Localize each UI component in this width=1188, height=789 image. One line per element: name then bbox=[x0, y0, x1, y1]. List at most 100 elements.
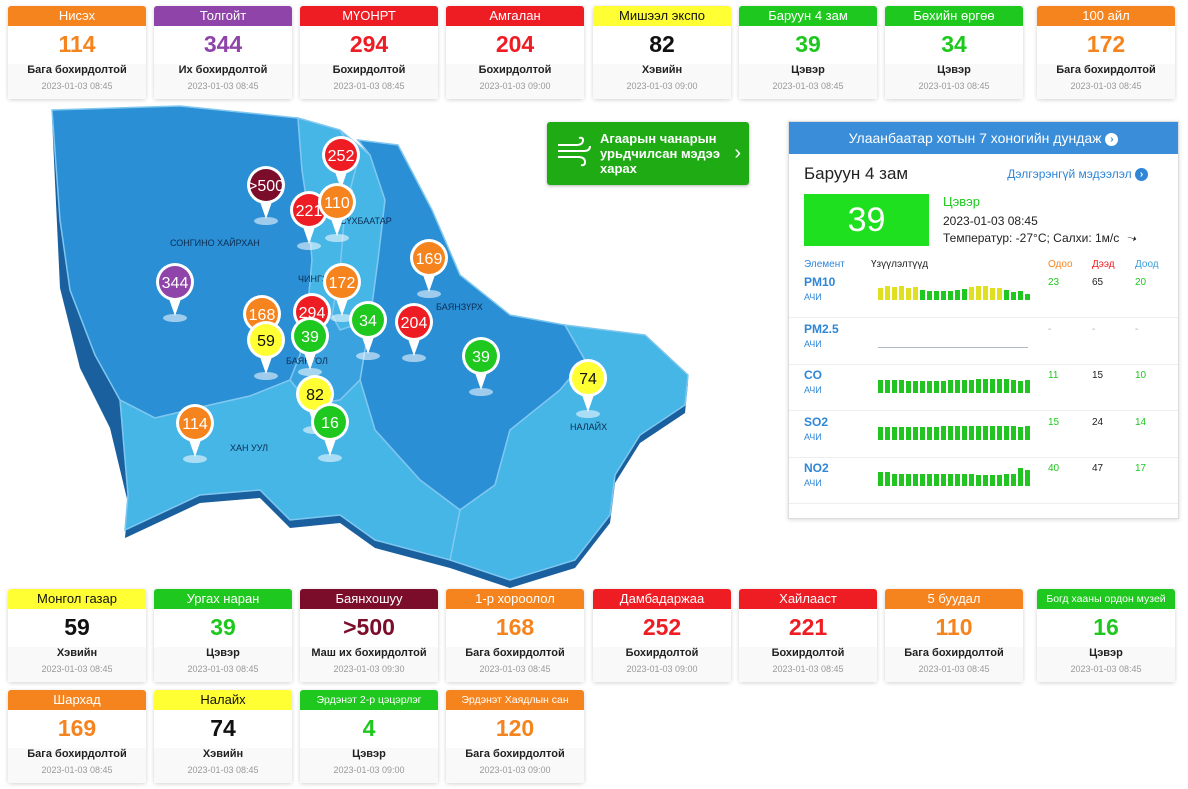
station-card[interactable]: 1-р хороолол 168 Бага бохирдолтой 2023-01-0… bbox=[446, 589, 584, 682]
station-card[interactable]: МҮОНРТ 294 Бохирдолтой 2023-01-03 08:45 bbox=[300, 6, 438, 99]
station-card[interactable]: Эрдэнэт Хаядлын сан 120 Бага бохирдолтой 20… bbox=[446, 690, 584, 783]
element-name: PM2.5 bbox=[804, 322, 839, 336]
map-pin[interactable]: 34 bbox=[349, 301, 387, 360]
aqi-time: 2023-01-03 08:45 bbox=[943, 214, 1038, 228]
station-card[interactable]: 100 айл 172 Бага бохирдолтой 2023-01-03 08:… bbox=[1037, 6, 1175, 99]
pin-circle bbox=[299, 378, 331, 410]
map-pin[interactable]: 39 bbox=[291, 317, 329, 376]
station-card[interactable]: Богд хааны ордон музей 16 Цэвэр 2023-01-03 … bbox=[1037, 589, 1175, 682]
aqi-value: 168 bbox=[495, 614, 535, 640]
station-card[interactable]: Мишээл экспо 82 Хэвийн 2023-01-03 09:00 bbox=[593, 6, 731, 99]
aqi-value: 204 bbox=[495, 31, 535, 57]
aqi-value: 169 bbox=[57, 715, 97, 741]
sparkline-bar bbox=[1018, 381, 1023, 393]
element-unit: АЧИ bbox=[804, 339, 822, 349]
sparkline-bar bbox=[913, 474, 918, 486]
map-pin[interactable]: 172 bbox=[323, 263, 361, 322]
sparkline-bar bbox=[962, 380, 967, 393]
station-card[interactable]: Толгойт 344 Их бохирдолтой 2023-01-03 08:45 bbox=[154, 6, 292, 99]
aqi-value: 82 bbox=[649, 31, 675, 57]
map-pin[interactable]: >500 bbox=[247, 166, 285, 225]
sparkline-bar bbox=[1018, 468, 1023, 486]
sparkline-bar bbox=[1004, 379, 1009, 393]
panel-header-title: Улаанбаатар хотын 7 хоногийн дундаж bbox=[848, 130, 1102, 146]
station-card[interactable]: Бөхийн өргөө 34 Цэвэр 2023-01-03 08:45 bbox=[885, 6, 1023, 99]
station-name: Ургах наран bbox=[154, 589, 292, 609]
sparkline-bar bbox=[976, 379, 981, 393]
timestamp: 2023-01-03 08:45 bbox=[446, 662, 584, 682]
more-info-link[interactable]: Дэлгэрэнгүй мэдээлэл › bbox=[1007, 167, 1148, 182]
station-card[interactable]: Ургах наран 39 Цэвэр 2023-01-03 08:45 bbox=[154, 589, 292, 682]
sparkline-bar bbox=[920, 427, 925, 440]
map-pin[interactable]: 344 bbox=[156, 263, 194, 322]
station-card[interactable]: 5 буудал 110 Бага бохирдолтой 2023-01-03 08… bbox=[885, 589, 1023, 682]
chevron-circle-icon: › bbox=[1135, 168, 1148, 182]
value-min: 10 bbox=[1135, 370, 1147, 381]
sparkline-bar bbox=[997, 475, 1002, 486]
col-max: Дээд bbox=[1092, 259, 1115, 270]
sparkline-bar bbox=[948, 380, 953, 393]
sparkline-bar bbox=[955, 474, 960, 486]
sparkline-bar bbox=[983, 426, 988, 440]
element-sparkline bbox=[878, 412, 1030, 452]
map-pin[interactable]: 16 bbox=[311, 403, 349, 462]
station-card[interactable]: Хайлааст 221 Бохирдолтой 2023-01-03 08:45 bbox=[739, 589, 877, 682]
sparkline-bar bbox=[899, 474, 904, 486]
sparkline-bar bbox=[899, 286, 904, 300]
value-min: 20 bbox=[1135, 277, 1147, 288]
panel-header[interactable]: Улаанбаатар хотын 7 хоногийн дундаж › bbox=[789, 122, 1178, 154]
value-min: - bbox=[1135, 324, 1139, 335]
sparkline-bar bbox=[955, 380, 960, 393]
pin-base bbox=[183, 455, 207, 463]
aqi-value: 252 bbox=[642, 614, 682, 640]
station-card[interactable]: Баянхошуу >500 Маш их бохирдолтой 2023-01-0… bbox=[300, 589, 438, 682]
forecast-button[interactable]: Агаарын чанарын урьдчилсан мэдээ харах › bbox=[547, 122, 749, 185]
label-nalaikh: НАЛАЙХ bbox=[570, 421, 607, 432]
sparkline-bar bbox=[906, 474, 911, 486]
element-name: PM10 bbox=[804, 275, 836, 289]
pin-label: 82 bbox=[306, 387, 324, 404]
sparkline-bar bbox=[976, 426, 981, 440]
map-pin[interactable]: 169 bbox=[410, 239, 448, 298]
value-now: 11 bbox=[1048, 370, 1059, 381]
sparkline-bar bbox=[941, 474, 946, 486]
station-card[interactable]: Дамбадаржаа 252 Бохирдолтой 2023-01-03 09:0… bbox=[593, 589, 731, 682]
map-pin[interactable]: 204 bbox=[395, 303, 433, 362]
sparkline-bar bbox=[983, 379, 988, 393]
station-name: Хайлааст bbox=[739, 589, 877, 609]
station-card[interactable]: Нисэх 114 Бага бохирдолтой 2023-01-03 08:45 bbox=[8, 6, 146, 99]
sparkline-bar bbox=[976, 286, 981, 300]
sparkline-bar bbox=[878, 427, 883, 440]
station-card[interactable]: Шархад 169 Бага бохирдолтой 2023-01-03 08:4… bbox=[8, 690, 146, 783]
district-nalaikh[interactable] bbox=[449, 324, 689, 581]
ulaanbaatar-district-map[interactable]: СОНГИНО ХАЙРХАН ЧИНГЭЛТЭЙ БАЯНЗҮРХ БАЯНГ… bbox=[40, 100, 720, 590]
sparkline-bar bbox=[962, 289, 967, 300]
timestamp: 2023-01-03 09:00 bbox=[446, 763, 584, 783]
station-card[interactable]: Монгол газар 59 Хэвийн 2023-01-03 08:45 bbox=[8, 589, 146, 682]
station-card[interactable]: Эрдэнэт 2-р цэцэрлэг 4 Цэвэр 2023-01-03 09:… bbox=[300, 690, 438, 783]
station-card[interactable]: Налайх 74 Хэвийн 2023-01-03 08:45 bbox=[154, 690, 292, 783]
pin-circle bbox=[465, 340, 497, 372]
status-text: Хэвийн bbox=[8, 647, 146, 662]
pin-circle bbox=[159, 266, 191, 298]
map-pin[interactable]: 110 bbox=[318, 183, 356, 242]
timestamp: 2023-01-03 09:00 bbox=[593, 662, 731, 682]
station-name: Шархад bbox=[8, 690, 146, 710]
station-card[interactable]: Баруун 4 зам 39 Цэвэр 2023-01-03 08:45 bbox=[739, 6, 877, 99]
map-pin[interactable]: 114 bbox=[176, 404, 214, 463]
sparkline-bar bbox=[1025, 470, 1030, 486]
pin-tail bbox=[302, 224, 316, 244]
map-pin[interactable]: 59 bbox=[247, 321, 285, 380]
map-pin[interactable]: 74 bbox=[569, 359, 607, 418]
sparkline-bar bbox=[948, 474, 953, 486]
pin-tail bbox=[581, 392, 595, 412]
sparkline-bar bbox=[1011, 292, 1016, 300]
sparkline-bar bbox=[1025, 294, 1030, 300]
map-pin[interactable]: 39 bbox=[462, 337, 500, 396]
timestamp: 2023-01-03 08:45 bbox=[154, 79, 292, 99]
sparkline-bar bbox=[878, 288, 883, 300]
weekly-average-panel: Улаанбаатар хотын 7 хоногийн дундаж › Ба… bbox=[788, 121, 1179, 519]
station-card[interactable]: Амгалан 204 Бохирдолтой 2023-01-03 09:00 bbox=[446, 6, 584, 99]
element-row: SO2 АЧИ 15 24 14 bbox=[789, 412, 1178, 458]
pin-tail bbox=[407, 336, 421, 356]
